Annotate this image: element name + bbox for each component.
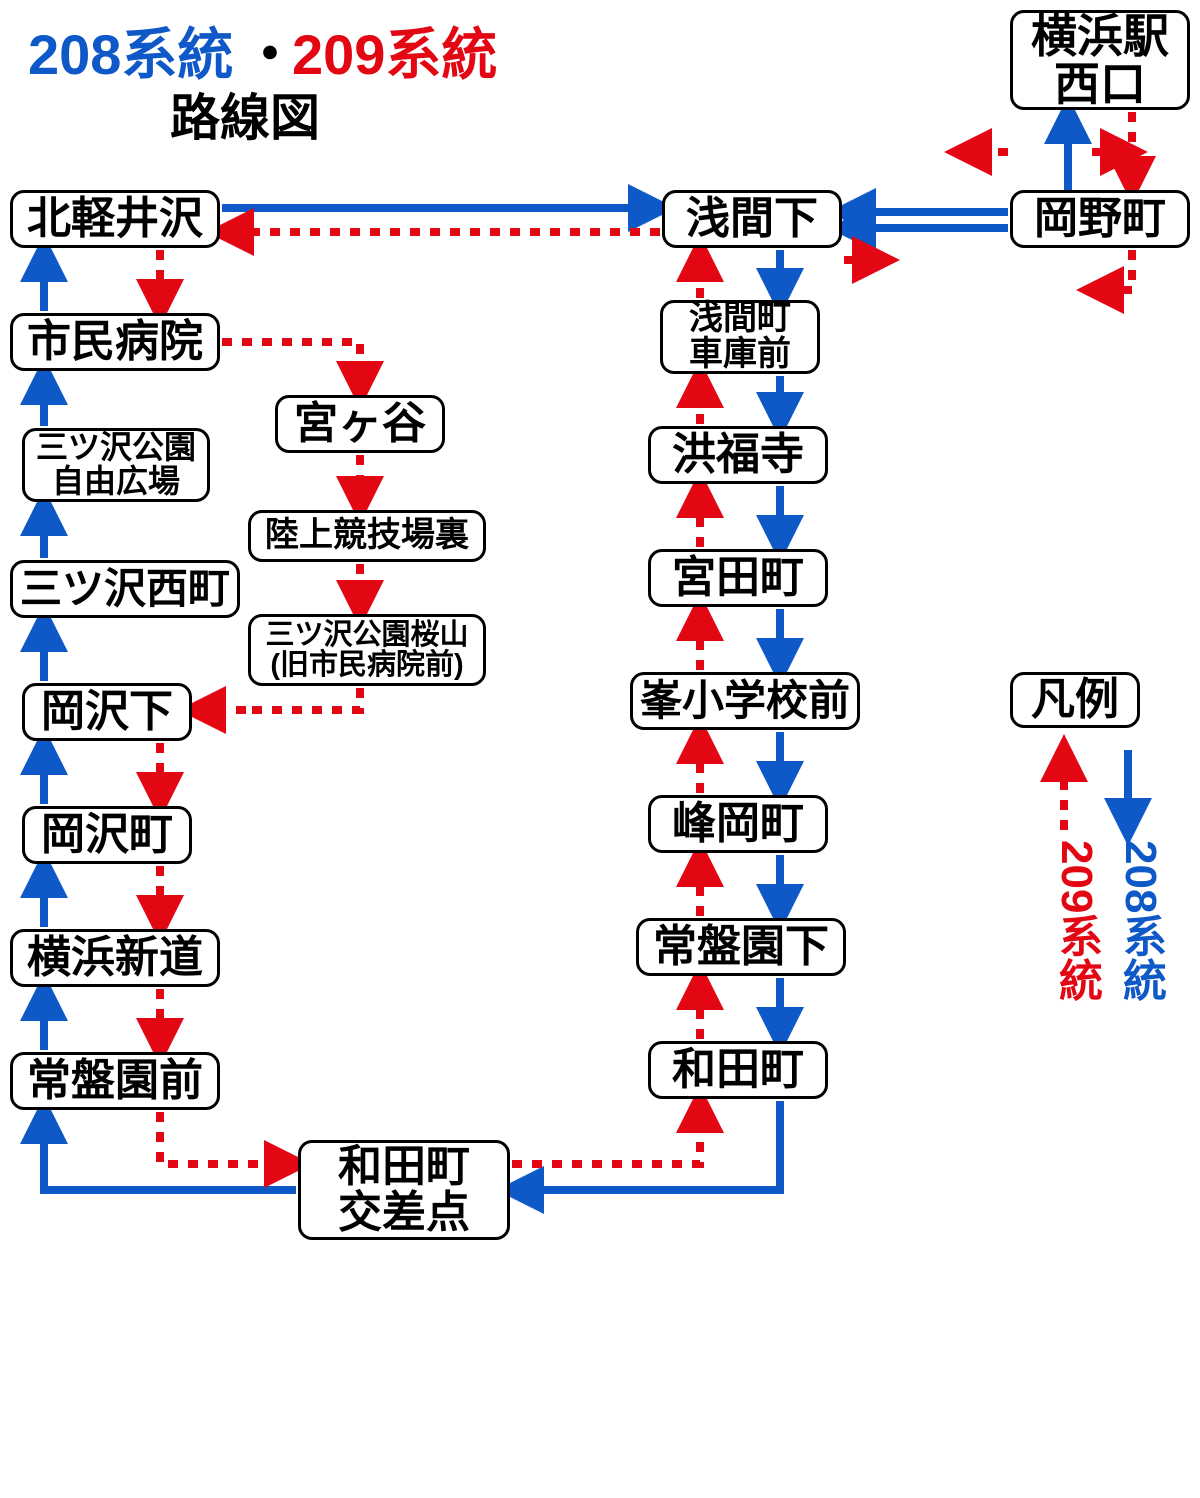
node-wadacho: 和田町 (648, 1041, 828, 1099)
node-mitsuzawa_pk: 三ツ沢公園 自由広場 (22, 428, 210, 502)
node-mitsuzawa_sy: 三ツ沢公園桜山 (旧市民病院前) (248, 614, 486, 686)
node-mineoka: 峰岡町 (648, 795, 828, 853)
node-miyagaya: 宮ヶ谷 (275, 395, 445, 453)
edge-209 (1092, 250, 1132, 290)
node-okazawa_cho: 岡沢町 (22, 806, 192, 864)
node-sengenshita: 浅間下 (662, 190, 842, 248)
route-diagram: 208系統 ・ 209系統 路線図 横浜駅 西口岡野町浅間下北軽井沢市民病院三ツ… (0, 0, 1200, 1498)
edge-209 (246, 688, 360, 710)
node-mitsuzawa_nw: 三ツ沢西町 (10, 560, 240, 618)
node-kitakaruizawa: 北軽井沢 (10, 190, 220, 248)
node-legend_hdr: 凡例 (1010, 672, 1140, 728)
edge-208 (44, 1112, 296, 1190)
edge-208 (512, 1101, 780, 1190)
node-tokiwa_shita: 常盤園下 (636, 918, 846, 976)
node-tokiwa_mae: 常盤園前 (10, 1052, 220, 1110)
edges-208 (44, 112, 1068, 1190)
node-yokohama_shd: 横浜新道 (10, 929, 220, 987)
node-kofukuji: 洪福寺 (648, 426, 828, 484)
edge-209 (160, 1112, 296, 1164)
legend-arrows (1064, 750, 1128, 830)
node-sengen_shako: 浅間町 車庫前 (660, 300, 820, 374)
node-rikujo: 陸上競技場裏 (248, 510, 486, 562)
node-wada_kosa: 和田町 交差点 (298, 1140, 510, 1240)
legend-label-208: 208系統 (1108, 840, 1172, 1001)
node-shiminbyoin: 市民病院 (10, 313, 220, 371)
node-mine_sho: 峯小学校前 (630, 672, 860, 730)
edge-209 (512, 1101, 700, 1164)
node-yokohama_w: 横浜駅 西口 (1010, 10, 1190, 110)
legend-label-209: 209系統 (1044, 840, 1108, 1001)
node-okazawa_shita: 岡沢下 (22, 683, 192, 741)
edge-209 (222, 342, 360, 393)
node-okanocho: 岡野町 (1010, 190, 1190, 248)
node-miyatacho: 宮田町 (648, 549, 828, 607)
